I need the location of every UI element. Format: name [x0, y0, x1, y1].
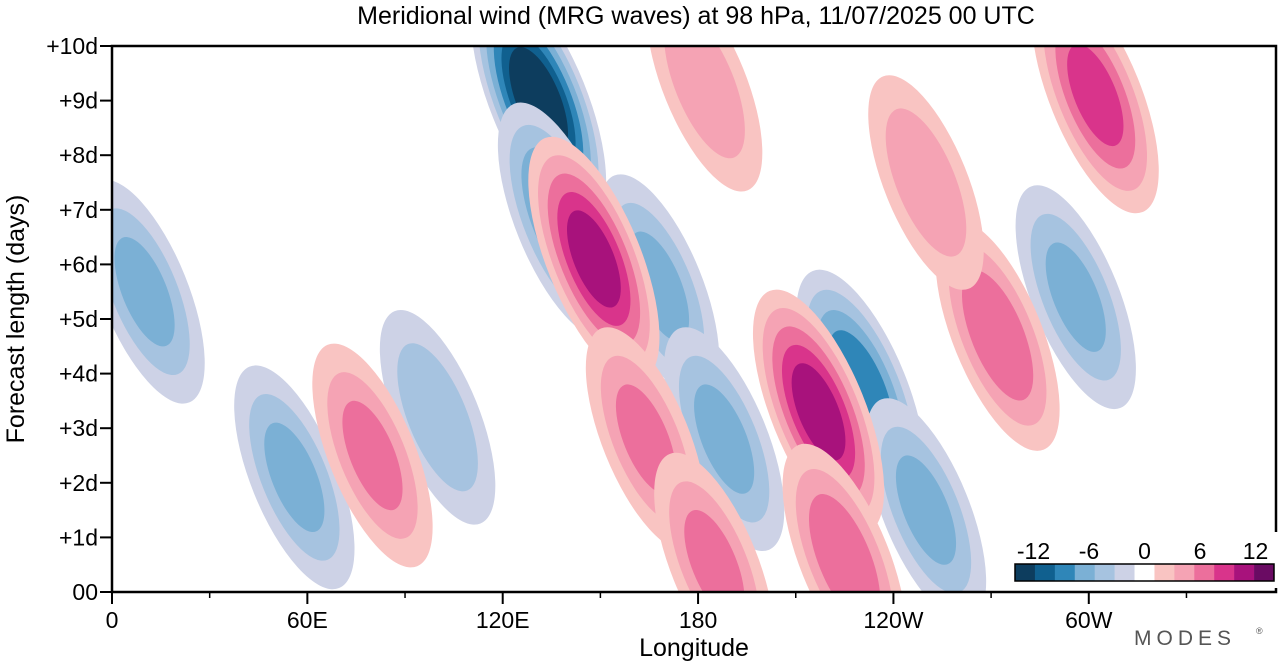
colorbar-swatch: [1114, 564, 1135, 581]
x-tick-label: 0: [106, 607, 119, 633]
y-tick-label: +3d: [59, 415, 98, 441]
colorbar-tick-label: 12: [1243, 538, 1269, 564]
contour-feature: [654, 452, 775, 592]
y-tick-label: +1d: [59, 524, 98, 550]
colorbar-swatch: [1214, 564, 1235, 581]
contour-feature: [663, 327, 785, 552]
colorbar: -12 -6 0 6 12: [1011, 532, 1278, 588]
contour-level: [114, 237, 175, 347]
contour-level: [791, 363, 846, 461]
colorbar-swatch: [1194, 564, 1215, 581]
y-tick-label: 00: [72, 579, 98, 605]
contour-level: [961, 270, 1034, 401]
y-tick-label: +8d: [59, 142, 98, 168]
y-tick-label: +5d: [59, 306, 98, 332]
x-axis-label: Longitude: [639, 634, 749, 662]
y-axis: 00 +1d +2d +3d +4d +5d +6d +7d +8d +9d +10d: [46, 33, 112, 605]
contour-level: [895, 455, 957, 565]
contour-level: [684, 509, 745, 592]
contour-feature: [528, 136, 660, 382]
y-tick-label: +4d: [59, 361, 98, 387]
colorbar-swatch: [1015, 564, 1036, 581]
contour-feature: [379, 309, 496, 525]
chart-title: Meridional wind (MRG waves) at 98 hPa, 1…: [357, 2, 1035, 30]
contour-feature: [234, 365, 355, 590]
contour-level: [264, 422, 325, 533]
svg-text:MODES: MODES: [1134, 627, 1236, 650]
x-tick-label: 60W: [1065, 607, 1113, 633]
colorbar-swatch: [1074, 564, 1095, 581]
contour-feature: [312, 343, 433, 568]
y-tick-label: +9d: [59, 88, 98, 114]
x-axis: 0 60E 120E 180 120W 60W: [106, 592, 1188, 633]
y-tick-label: +6d: [59, 251, 98, 277]
colorbar-swatch: [1094, 564, 1115, 581]
y-tick-label: +10d: [46, 33, 98, 59]
x-tick-label: 60E: [287, 607, 328, 633]
contour-feature: [112, 179, 205, 404]
contour-feature: [752, 289, 885, 534]
y-tick-label: +2d: [59, 470, 98, 496]
contour-level: [1067, 46, 1124, 147]
colorbar-swatch: [1054, 564, 1076, 581]
colorbar-swatch: [1154, 564, 1175, 581]
modes-logo: MODES ®: [1134, 626, 1263, 650]
contour-level: [1045, 242, 1106, 352]
colorbar-swatch: [1174, 564, 1195, 581]
y-tick-label: +7d: [59, 197, 98, 223]
colorbar-tick-label: -12: [1017, 538, 1050, 564]
contour-level: [397, 343, 478, 492]
colorbar-swatch: [1134, 564, 1155, 581]
contour-feature: [646, 46, 763, 192]
x-tick-label: 180: [679, 607, 717, 633]
contour-level: [342, 400, 403, 511]
colorbar-tick-label: 6: [1194, 538, 1207, 564]
contour-level: [694, 384, 755, 494]
colorbar-swatch: [1254, 564, 1275, 581]
contour-feature: [868, 75, 984, 290]
colorbar-tick-label: -6: [1079, 538, 1099, 564]
x-tick-label: 120E: [476, 607, 530, 633]
svg-text:®: ®: [1256, 626, 1263, 636]
contour-level: [885, 108, 967, 257]
y-axis-label: Forecast length (days): [2, 195, 30, 444]
colorbar-tick-label: 0: [1138, 538, 1151, 564]
colorbar-frame: [1014, 563, 1275, 582]
contour-level: [566, 210, 621, 308]
contour-feature: [1015, 185, 1136, 410]
colorbar-swatch: [1034, 564, 1056, 581]
contour-feature: [865, 398, 987, 592]
colorbar-swatch: [1234, 564, 1255, 581]
x-tick-label: 120W: [863, 607, 923, 633]
